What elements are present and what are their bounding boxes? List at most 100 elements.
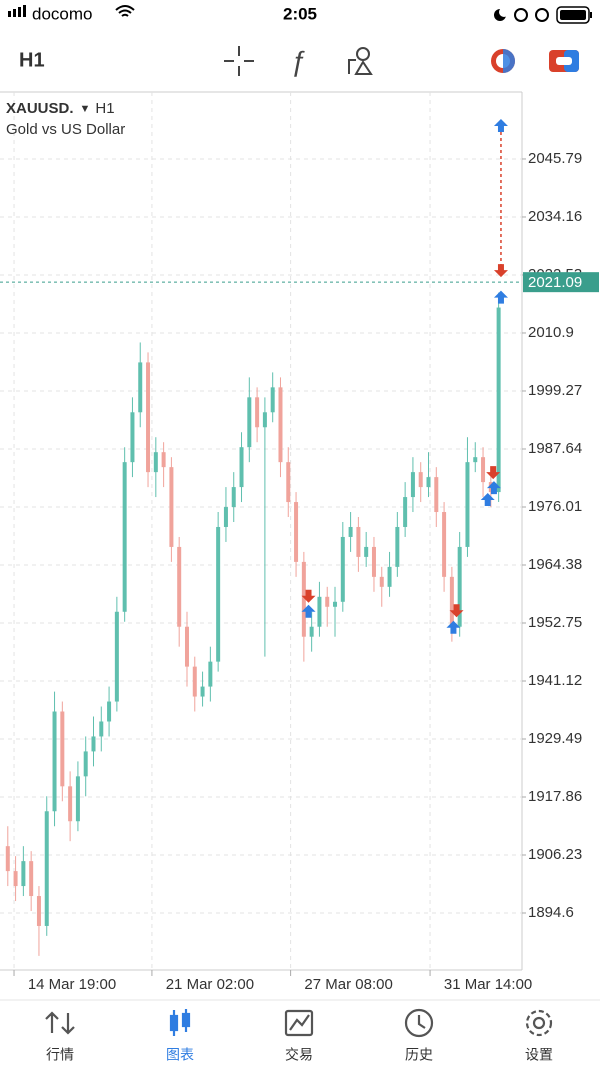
candle-body (418, 472, 423, 488)
candle-body (91, 736, 96, 752)
buy-marker (493, 119, 508, 133)
candle-body (457, 546, 462, 627)
candle-body (36, 896, 41, 926)
symbol: XAUUSD. ▼ H1 (6, 100, 115, 117)
candle-body (83, 751, 88, 777)
candle-body (99, 721, 104, 737)
carrier: docomo (32, 4, 92, 23)
x-tick-label: 27 Mar 08:00 (304, 976, 392, 993)
trade-button[interactable] (491, 49, 515, 73)
y-tick-label: 1941.12 (528, 672, 582, 689)
tab-label[interactable]: 交易 (285, 1047, 313, 1063)
tab-label[interactable]: 图表 (166, 1047, 194, 1063)
axes: 2045.792034.162022.532010.91999.271987.6… (0, 150, 599, 993)
grid (0, 92, 522, 970)
candle-body (247, 397, 252, 448)
candle-body (44, 811, 49, 926)
candle-body (255, 397, 260, 428)
crosshair-button[interactable] (224, 46, 254, 76)
candle-body (5, 846, 10, 872)
candle-body (153, 452, 158, 473)
candle-body (184, 626, 189, 667)
candle-body (13, 871, 18, 887)
buy-marker (446, 620, 461, 634)
y-tick-label: 1917.86 (528, 788, 582, 805)
candle-body (426, 477, 431, 488)
candle-body (146, 362, 151, 473)
candle-body (286, 462, 291, 503)
candle-body (333, 601, 338, 607)
candle-body (496, 307, 501, 493)
candles (5, 292, 501, 956)
buy-marker (301, 604, 316, 618)
candle-body (434, 477, 439, 513)
candle-body (371, 546, 376, 577)
tab-label[interactable]: 行情 (46, 1047, 74, 1063)
current-price-label: 2021.09 (528, 274, 582, 291)
symbol-timeframe: H1 (95, 100, 114, 117)
objects-button[interactable] (348, 47, 373, 75)
candle-body (364, 546, 369, 557)
candle-body (309, 626, 314, 637)
sell-marker (449, 604, 464, 618)
candle-body (410, 472, 415, 498)
candle-body (294, 502, 299, 562)
candle-body (130, 412, 135, 463)
candle-body (317, 596, 322, 627)
status-bar: docomo 2:05 (8, 4, 592, 24)
indicators-button[interactable]: ƒ (290, 45, 306, 76)
candle-body (107, 701, 112, 722)
candle-body (52, 711, 57, 812)
y-tick-label: 1964.38 (528, 556, 582, 573)
candle-body (60, 711, 65, 787)
buy-marker (486, 481, 501, 495)
x-tick-label: 31 Mar 14:00 (444, 976, 532, 993)
y-tick-label: 2045.79 (528, 150, 582, 167)
buy-marker (493, 290, 508, 304)
symbol-menu[interactable]: ▼ (80, 103, 91, 115)
candle-body (239, 447, 244, 488)
x-tick-label: 21 Mar 02:00 (166, 976, 254, 993)
candle-body (387, 566, 392, 587)
candle-body (403, 497, 408, 527)
x-tick-label: 14 Mar 19:00 (28, 976, 116, 993)
candle-body (169, 467, 174, 547)
y-tick-label: 1976.01 (528, 498, 582, 515)
candle-body (348, 526, 353, 537)
y-tick-label: 1987.64 (528, 440, 582, 457)
candle-body (75, 776, 80, 822)
candle-body (442, 512, 447, 577)
toolbar: H1 ƒ (19, 45, 579, 76)
symbol-name: XAUUSD. (6, 100, 74, 117)
sell-marker (301, 589, 316, 603)
candle-body (223, 507, 228, 527)
buy-marker (480, 493, 495, 507)
tab-label[interactable]: 设置 (525, 1047, 553, 1063)
candle-body (379, 576, 384, 587)
candle-body (21, 861, 26, 887)
y-tick-label: 1906.23 (528, 846, 582, 863)
candle-body (278, 387, 283, 463)
candle-body (395, 526, 400, 567)
y-tick-label: 2034.16 (528, 208, 582, 225)
candle-body (270, 387, 275, 413)
candle-body (114, 611, 119, 702)
candle-body (138, 362, 143, 413)
one-click-button[interactable] (549, 50, 579, 72)
y-tick-label: 1929.49 (528, 730, 582, 747)
y-tick-label: 2010.9 (528, 324, 574, 341)
y-tick-label: 1999.27 (528, 382, 582, 399)
candle-body (122, 462, 127, 612)
candle-body (465, 462, 470, 547)
candle-body (325, 596, 330, 607)
candle-body (481, 457, 486, 483)
candle-body (473, 457, 478, 463)
y-tick-label: 1952.75 (528, 614, 582, 631)
tab-label[interactable]: 历史 (405, 1047, 433, 1063)
candle-body (231, 487, 236, 508)
candle-body (177, 546, 182, 627)
candle-body (161, 452, 166, 468)
timeframe-button[interactable]: H1 (19, 49, 45, 71)
